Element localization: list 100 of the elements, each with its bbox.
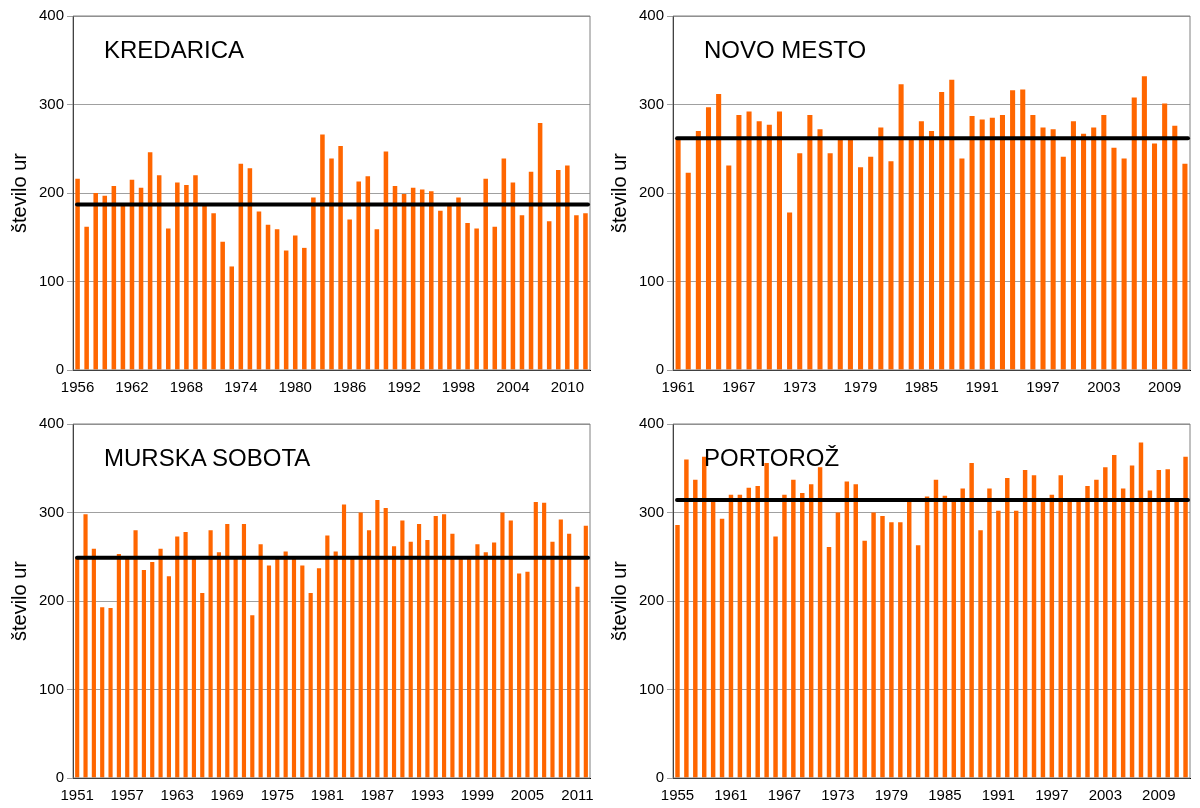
bar [837,138,843,370]
y-axis-title: število ur [607,152,630,234]
bar [429,191,434,370]
bar [908,138,914,370]
bar [1094,479,1099,778]
bar [1060,156,1066,370]
bar [826,547,832,778]
x-tick-label: 1997 [1026,378,1060,396]
bar [442,514,447,778]
bar [1174,500,1179,778]
y-tick-label: 0 [655,768,665,786]
text: MURSKA SOBOTA [104,444,311,472]
bar [474,228,479,370]
bar [325,535,330,778]
bar [400,520,405,778]
bar [316,568,322,778]
x-tick-label: 1962 [115,378,149,396]
text: PORTOROŽ [704,444,840,472]
bar [878,127,884,370]
bar [755,485,760,778]
bar [75,178,80,370]
bar [350,557,355,778]
x-tick-label: 1967 [767,786,802,804]
bar [517,573,522,778]
x-tick-label: 1951 [60,786,94,804]
text: NOVO MESTO [704,36,867,64]
bar [341,504,347,778]
bar [416,524,422,778]
y-tick-label: 100 [39,271,65,289]
x-tick-label: 2004 [496,378,530,396]
bar [868,156,874,370]
bar [1162,103,1168,370]
bar [383,508,388,778]
bar [183,531,188,778]
bar [987,488,992,778]
bar [450,533,455,778]
x-tick-label: 1985 [904,378,939,396]
x-tick-label: 1985 [928,786,962,804]
x-tick-label: 1957 [110,786,144,804]
bar [889,522,894,778]
x-tick-label: 1991 [965,378,999,396]
bar [75,557,80,778]
bar [1005,477,1010,778]
bar [141,570,146,778]
bar [133,530,138,778]
bar [550,541,555,778]
bar [787,212,793,370]
bar [158,548,163,778]
bar [1070,121,1076,370]
bar [565,165,570,370]
bar [858,167,864,370]
bar [969,116,975,370]
bar [100,607,105,778]
bar [1141,76,1147,370]
bar [483,178,488,370]
bar [465,223,470,370]
bar [208,530,213,778]
bar [898,84,904,370]
bar [93,193,98,370]
y-tick-label: 400 [39,414,65,432]
x-tick-label: 1987 [360,786,395,804]
bar [458,557,463,778]
bar [675,138,681,370]
x-tick-label: 1955 [660,786,695,804]
bar [918,121,924,370]
bar [308,593,313,778]
bar [862,540,867,778]
bar [1081,133,1087,370]
bar [250,615,255,778]
bar [467,557,472,778]
bar [358,512,363,778]
bar [782,494,787,778]
bar [567,533,572,778]
bar [483,552,488,778]
bar [736,115,742,370]
bar [705,107,712,370]
bar [1131,97,1137,370]
bar [391,546,397,778]
y-tick-label: 200 [639,183,665,201]
bar [685,172,691,370]
bar [1067,500,1072,778]
x-tick-label: 1998 [441,378,476,396]
x-tick-label: 1967 [722,378,756,396]
bar [191,557,197,778]
x-tick-label: 1991 [981,786,1016,804]
bar [928,131,935,370]
text: KREDARICA [104,36,245,64]
bar [1040,127,1046,370]
bar [292,235,298,370]
bar [83,514,88,778]
bar [555,169,561,370]
bar [969,462,974,778]
y-tick-label: 100 [639,271,665,289]
bar [275,557,280,778]
bar [719,518,725,778]
bar [979,119,985,370]
bar [1172,125,1178,370]
bar [695,131,701,370]
bar [756,121,762,370]
bar [1076,500,1081,778]
